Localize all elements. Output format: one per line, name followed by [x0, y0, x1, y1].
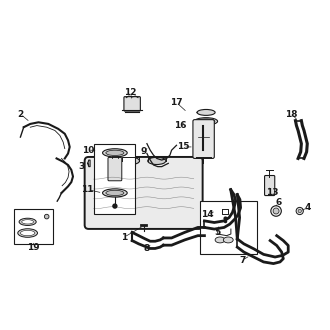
Ellipse shape: [106, 190, 124, 196]
Text: 17: 17: [170, 98, 183, 107]
Ellipse shape: [20, 230, 35, 236]
Text: 3: 3: [78, 162, 84, 171]
FancyBboxPatch shape: [85, 157, 203, 229]
Ellipse shape: [103, 189, 127, 197]
Ellipse shape: [121, 157, 140, 165]
Ellipse shape: [148, 157, 166, 165]
Ellipse shape: [197, 110, 215, 115]
Text: 9: 9: [141, 148, 147, 156]
Circle shape: [113, 204, 117, 208]
Text: 14: 14: [201, 210, 214, 219]
Text: 5: 5: [214, 228, 221, 237]
Ellipse shape: [296, 207, 303, 215]
FancyBboxPatch shape: [193, 120, 214, 158]
Text: 11: 11: [82, 185, 94, 194]
Text: 18: 18: [285, 110, 298, 118]
Text: 13: 13: [266, 188, 278, 197]
Ellipse shape: [18, 229, 38, 237]
Text: 12: 12: [124, 88, 137, 97]
Ellipse shape: [22, 220, 34, 224]
Ellipse shape: [215, 237, 225, 243]
Ellipse shape: [103, 149, 127, 157]
Ellipse shape: [223, 237, 233, 243]
Text: 1: 1: [121, 233, 127, 242]
Ellipse shape: [19, 218, 36, 225]
FancyBboxPatch shape: [265, 176, 275, 196]
Text: 6: 6: [275, 198, 281, 207]
Text: 2: 2: [17, 110, 23, 118]
Text: 15: 15: [177, 143, 189, 151]
Ellipse shape: [195, 118, 217, 125]
Text: 4: 4: [305, 203, 311, 212]
FancyBboxPatch shape: [108, 157, 122, 181]
FancyBboxPatch shape: [124, 97, 140, 111]
Ellipse shape: [197, 119, 215, 124]
Text: 16: 16: [174, 121, 186, 130]
Text: 7: 7: [239, 256, 246, 265]
Text: 19: 19: [27, 243, 40, 252]
FancyBboxPatch shape: [200, 201, 257, 254]
Ellipse shape: [273, 208, 279, 214]
Text: 10: 10: [82, 146, 94, 155]
Ellipse shape: [271, 206, 281, 216]
Ellipse shape: [298, 209, 301, 213]
Circle shape: [45, 214, 49, 219]
Ellipse shape: [106, 150, 124, 155]
FancyBboxPatch shape: [94, 144, 135, 214]
Text: 8: 8: [144, 244, 150, 253]
FancyBboxPatch shape: [14, 209, 53, 244]
